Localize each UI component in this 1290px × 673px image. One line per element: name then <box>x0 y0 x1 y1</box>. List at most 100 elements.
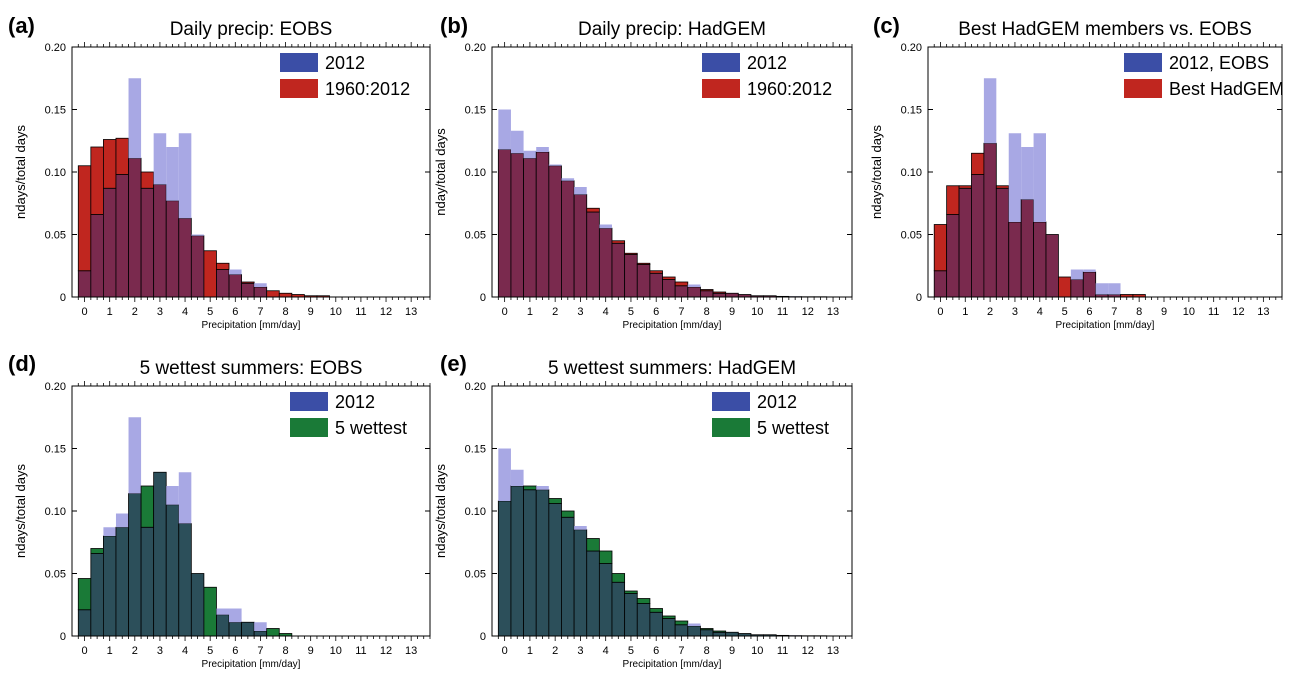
bar-series-2 <box>649 270 663 274</box>
x-tick-label: 4 <box>182 306 188 318</box>
legend-label: Best HadGEM <box>1169 79 1284 99</box>
bar-overlap <box>103 187 117 298</box>
y-tick-label: 0 <box>916 292 922 304</box>
bar-series-1 <box>229 269 242 275</box>
bar-overlap <box>712 292 727 298</box>
legend-label: 1960:2012 <box>325 79 410 99</box>
bar-overlap <box>253 286 268 298</box>
x-tick-label: 3 <box>577 306 583 318</box>
bar-series-1 <box>1070 269 1084 280</box>
bar-series-1 <box>103 527 116 536</box>
bar-series-2 <box>712 291 727 294</box>
chart-panel-c: 00.050.100.150.200 1 2 3 4 5 6 7 8 9 10 11 12 13Preci… <box>869 13 1284 331</box>
bar-overlap <box>700 290 714 298</box>
bar-overlap <box>77 270 92 298</box>
bar-overlap <box>586 211 600 298</box>
bar-series-2 <box>636 262 651 265</box>
bar-overlap <box>725 631 739 637</box>
bar-overlap <box>178 217 192 298</box>
bar-overlap <box>497 500 512 637</box>
x-tick-label: 2 <box>132 645 138 657</box>
bar-series-1 <box>687 284 701 287</box>
x-axis-label: Precipitation [mm/day] <box>623 659 722 670</box>
y-tick-label: 0.05 <box>465 230 486 242</box>
x-tick-label: 2 <box>987 306 993 318</box>
bar-overlap <box>1082 271 1097 298</box>
chart-title: Daily precip: HadGEM <box>578 19 766 40</box>
bar-series-1 <box>1083 269 1096 272</box>
bar-series-1 <box>1021 147 1034 200</box>
bar-series-1 <box>166 486 179 505</box>
bar-series-1 <box>178 133 192 219</box>
bar-overlap <box>611 581 626 637</box>
bar-series-1 <box>1108 283 1121 295</box>
x-tick-label: 6 <box>653 645 659 657</box>
bar-overlap <box>115 174 129 298</box>
x-tick-label: 6 <box>1086 306 1092 318</box>
x-tick-label: 9 <box>308 306 314 318</box>
y-tick-label: 0.15 <box>465 105 486 117</box>
y-tick-label: 0 <box>60 631 66 643</box>
bar-series-1 <box>687 623 701 626</box>
bar-overlap <box>216 614 230 637</box>
x-tick-label: 10 <box>330 645 342 657</box>
legend-label: 5 wettest <box>757 418 829 438</box>
panel-label: (a) <box>8 13 35 38</box>
x-tick-label: 8 <box>704 645 710 657</box>
bar-overlap <box>624 254 638 298</box>
x-tick-label: 11 <box>1208 306 1219 318</box>
chart-panel-e: 00.050.100.150.200 1 2 3 4 5 6 7 8 9 10 11 12 13Preci… <box>433 351 853 670</box>
bar-series-2 <box>624 590 638 594</box>
bar-overlap <box>1070 279 1084 298</box>
bar-series-2 <box>611 573 626 583</box>
bar-series-1 <box>523 150 537 159</box>
bar-overlap <box>178 523 192 637</box>
bar-overlap <box>190 235 205 298</box>
bar-overlap <box>598 563 613 637</box>
bar-series-1 <box>561 178 575 181</box>
bar-series-1 <box>191 234 204 236</box>
panel-label: (b) <box>440 13 468 38</box>
bar-overlap <box>510 485 524 637</box>
x-tick-label: 11 <box>777 645 788 657</box>
bar-series-2 <box>624 252 638 255</box>
x-tick-label: 12 <box>802 645 814 657</box>
y-tick-label: 0.10 <box>465 167 486 179</box>
y-axis-label: ndays/total days <box>869 125 884 219</box>
bar-series-2 <box>958 185 972 189</box>
x-tick-label: 6 <box>232 306 238 318</box>
bar-overlap <box>90 214 104 298</box>
bar-series-1 <box>498 448 511 501</box>
chart-title: Best HadGEM members vs. EOBS <box>958 19 1252 40</box>
x-tick-label: 10 <box>751 306 763 318</box>
x-tick-label: 0 <box>937 306 943 318</box>
y-tick-label: 0.20 <box>45 42 66 54</box>
x-tick-label: 1 <box>107 306 113 318</box>
bar-series-1 <box>178 472 192 524</box>
legend-swatch <box>1124 79 1162 98</box>
legend-label: 2012 <box>757 392 797 412</box>
legend-swatch <box>280 53 318 72</box>
bar-overlap <box>561 180 575 298</box>
bar-series-1 <box>983 78 997 144</box>
bar-series-2 <box>77 578 92 611</box>
x-tick-label: 13 <box>405 645 417 657</box>
bar-series-2 <box>216 262 230 270</box>
x-tick-label: 8 <box>282 645 288 657</box>
bar-overlap <box>946 214 960 298</box>
x-tick-label: 11 <box>355 645 366 657</box>
x-tick-label: 12 <box>1232 306 1244 318</box>
x-tick-label: 5 <box>628 645 634 657</box>
bar-series-2 <box>140 485 155 528</box>
y-tick-label: 0.15 <box>901 105 922 117</box>
bar-series-1 <box>254 622 267 631</box>
bar-overlap <box>712 631 727 637</box>
bar-overlap <box>190 573 205 637</box>
x-tick-label: 3 <box>1012 306 1018 318</box>
bar-series-1 <box>128 78 142 159</box>
x-tick-label: 9 <box>1161 306 1167 318</box>
bar-series-2 <box>611 240 626 244</box>
x-tick-label: 4 <box>1037 306 1043 318</box>
x-tick-label: 0 <box>502 306 508 318</box>
bar-overlap <box>241 282 255 298</box>
